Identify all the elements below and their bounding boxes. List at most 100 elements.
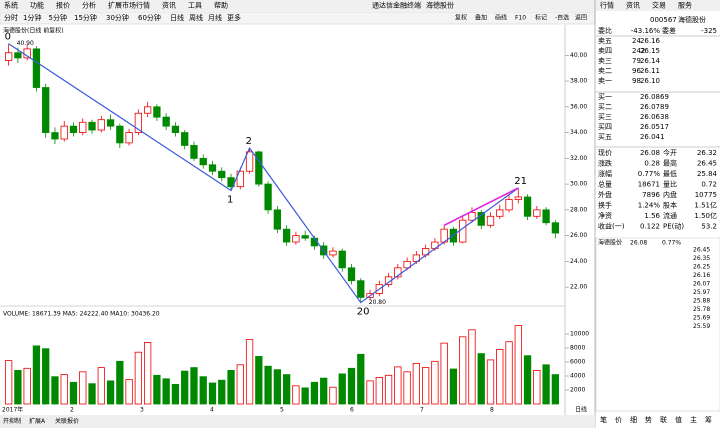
y-tick-label: 30.00 (570, 181, 587, 188)
bottom-tab[interactable]: 扩展A (29, 417, 46, 425)
mini-title: 海德股份 (598, 239, 622, 247)
volume-bar (459, 336, 467, 405)
volume-bar (153, 374, 161, 405)
candle-body (403, 260, 411, 269)
top-tab[interactable]: 交易 (652, 1, 666, 10)
tool-button[interactable]: F10 (515, 15, 526, 22)
tool-button[interactable]: 画线 (495, 14, 507, 22)
x-tick-label: 5 (280, 407, 284, 414)
stat-name: 收益(一) (598, 222, 625, 231)
quote-cell: 69 (660, 93, 669, 101)
side-tab[interactable]: 细 (630, 415, 637, 424)
top-tab[interactable]: 资讯 (626, 1, 640, 10)
top-tab[interactable]: 服务 (678, 1, 692, 10)
period-tab[interactable]: 30分钟 (106, 13, 129, 22)
menu-item[interactable]: 分析 (82, 1, 96, 10)
stat-name: 最高 (663, 159, 677, 168)
quote-cell: 26.06 (640, 113, 661, 121)
quote-cell: 卖二 (598, 67, 612, 75)
period-tab[interactable]: 60分钟 (138, 13, 161, 22)
candle-body (264, 183, 272, 211)
tool-button[interactable]: 标记 (535, 14, 547, 22)
candle-body (79, 121, 87, 133)
volume-bar (218, 379, 226, 405)
quote-cell: 26.15 (640, 47, 660, 55)
quote-cell: 买一 (598, 93, 612, 101)
side-tab[interactable]: 势 (645, 415, 652, 424)
period-tab[interactable]: 更多 (227, 13, 241, 22)
wave-label: 2 (246, 136, 252, 147)
side-tab[interactable]: 值 (675, 415, 682, 424)
candle-body (329, 250, 337, 256)
volume-tick-label: 8000 (570, 345, 585, 352)
menu-item[interactable]: 报价 (56, 1, 70, 10)
top-tab[interactable]: 行情 (600, 1, 614, 10)
side-tab[interactable]: 价 (615, 416, 622, 424)
volume-bar (4, 360, 13, 405)
quote-cell: 1 (660, 133, 664, 141)
volume-bar (477, 353, 485, 405)
period-tab[interactable]: 分时 (4, 13, 18, 22)
stat-value: 53.2 (701, 223, 717, 231)
candle-body (514, 196, 522, 200)
volume-bar (32, 345, 41, 405)
candle-body (301, 235, 309, 239)
quote-cell: 26.07 (640, 103, 660, 111)
stat-value: 1.24% (638, 202, 661, 210)
x-tick-label: 8 (490, 407, 494, 414)
period-tab[interactable]: 15分钟 (74, 13, 97, 22)
quote-cell: 242 (632, 47, 645, 55)
volume-label: VOLUME: 18671.39 MA5: 24222.40 MA10: 304… (3, 311, 160, 318)
bottom-tab[interactable]: 关联报价 (55, 417, 79, 425)
menu-item[interactable]: 帮助 (214, 1, 228, 10)
candle-body (171, 125, 180, 133)
period-tab[interactable]: 1分钟 (23, 13, 41, 22)
period-tab[interactable]: 月线 (208, 13, 222, 22)
volume-bar (533, 369, 541, 405)
tool-button[interactable]: 返回 (575, 15, 587, 22)
period-tab[interactable]: 5分钟 (49, 13, 67, 22)
volume-bar (320, 377, 328, 405)
side-tab[interactable]: 筹 (705, 415, 712, 424)
side-tab[interactable]: 主 (690, 415, 697, 424)
menu-item[interactable]: 工具 (188, 2, 202, 10)
price-note: 20.80 (369, 299, 386, 306)
tool-button[interactable]: 叠加 (475, 14, 487, 22)
volume-bar (375, 376, 383, 405)
quote-cell: 买二 (598, 103, 612, 111)
volume-bar (384, 374, 393, 405)
y-tick-label: 22.00 (570, 284, 587, 291)
menu-item[interactable]: 扩展市场行情 (108, 1, 150, 10)
stat-name: 总量 (598, 180, 612, 189)
side-tab[interactable]: 笔 (600, 415, 607, 424)
volume-bar (97, 367, 105, 405)
volume-bar (449, 368, 458, 405)
candle-body (190, 145, 198, 159)
stat-name: 股本 (663, 201, 677, 210)
menu-item[interactable]: 功能 (30, 1, 44, 10)
menu-item[interactable]: 资讯 (162, 1, 176, 10)
candle-body (116, 125, 124, 144)
y-tick-label: 40.00 (570, 52, 587, 59)
mini-tick: 26.25 (693, 264, 710, 271)
tool-button[interactable]: 复权 (455, 14, 467, 22)
side-tab[interactable]: 联 (660, 415, 667, 424)
bottom-tab[interactable]: 开抑制 (3, 417, 21, 425)
volume-bar (486, 359, 495, 405)
quote-cell: -43.16% (631, 27, 661, 35)
volume-bar (523, 355, 532, 405)
volume-bar (310, 381, 319, 405)
menu-item[interactable]: 系统 (4, 1, 18, 10)
x-tick-label: 6 (350, 407, 354, 414)
volume-bar (60, 374, 68, 405)
candle-body (14, 52, 22, 59)
tool-button[interactable]: -自选 (555, 14, 569, 22)
volume-bar (264, 365, 272, 405)
y-tick-label: 32.00 (570, 155, 587, 162)
y-tick-label: 24.00 (570, 258, 587, 265)
stat-name: 今开 (663, 148, 677, 157)
period-tab[interactable]: 日线 (170, 13, 184, 22)
period-tab[interactable]: 周线 (189, 13, 203, 22)
stat-name: 量比 (663, 180, 677, 189)
mini-tick: 25.69 (693, 315, 710, 322)
